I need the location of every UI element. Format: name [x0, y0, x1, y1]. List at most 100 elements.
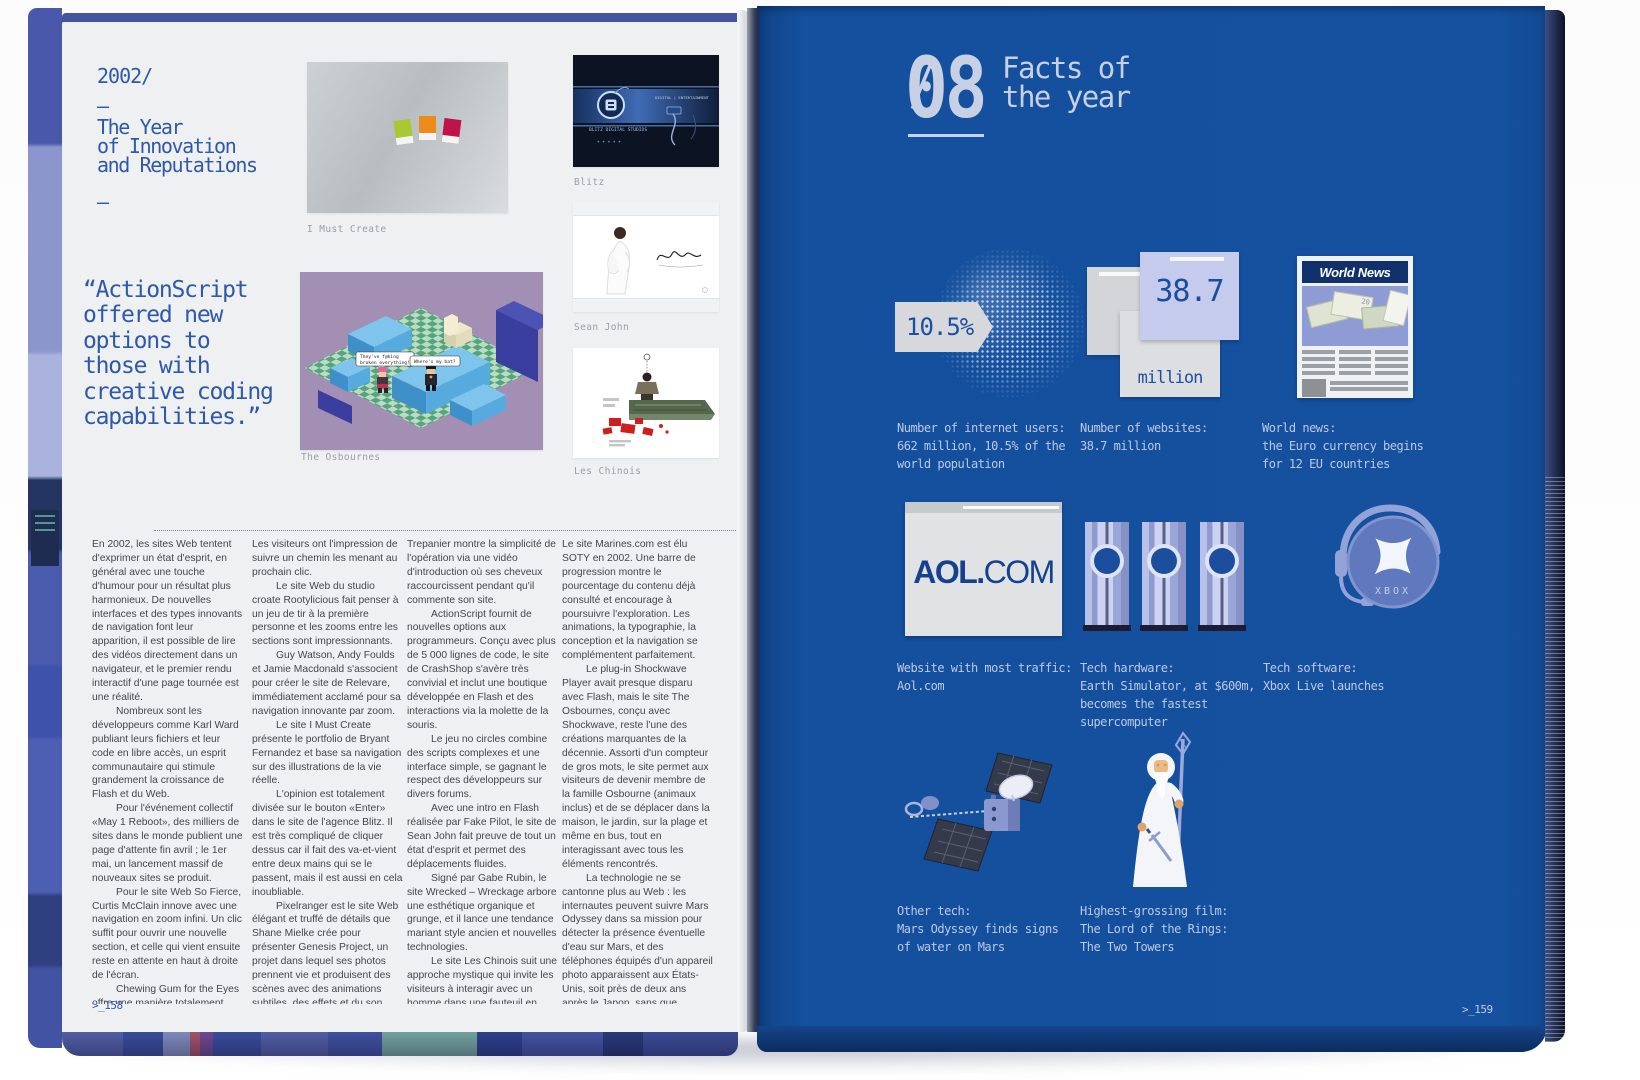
paragraph: Le site Les Chinois suit une approche my…	[407, 956, 557, 1004]
paragraph: Trepanier montre la simplicité de l'opér…	[407, 539, 556, 606]
white-robe	[1133, 781, 1187, 887]
headset-earcup	[1335, 550, 1347, 577]
text-column-3: Trepanier montre la simplicité de l'opér…	[407, 538, 558, 1004]
caption-websites: Number of websites: 38.7 million	[1080, 421, 1208, 453]
supercomputer-tower-icon	[1140, 522, 1188, 631]
sean-john-figure	[606, 227, 631, 295]
sword	[1145, 828, 1173, 862]
chapter-underline	[908, 134, 984, 137]
right-page: 08 Facts of the year 10.5% million 38.7 …	[757, 6, 1545, 1028]
beard	[1153, 772, 1169, 801]
caption-internet-users: Number of internet users: 662 million, 1…	[897, 421, 1066, 471]
svg-text:Where's my bat?: Where's my bat?	[414, 359, 456, 365]
blitz-stars: ✶ ✶ ✶ ✶ ✶	[597, 140, 621, 145]
screenshot-the-osbournes: They've f@king broken everything! Where'…	[300, 272, 556, 450]
caption-aol: Website with most traffic: Aol.com	[897, 661, 1072, 693]
newspaper-columns	[1302, 350, 1408, 378]
paragraph: Pour le site Web So Fierce, Curtis McCla…	[92, 886, 242, 982]
xbox-wordmark: XBOX	[1375, 586, 1411, 597]
svg-text:They've f@king: They've f@king	[360, 354, 399, 360]
chapter-title: Facts of the year	[1002, 51, 1131, 114]
caption-world-news: World news: the Euro currency begins for…	[1262, 421, 1424, 471]
paragraph: Pour l'événement collectif «May 1 Reboot…	[92, 803, 243, 884]
red-dragon-shapes	[602, 418, 669, 436]
paragraph: Les visiteurs ont l'impression de suivre…	[252, 539, 398, 578]
aol-logo: AOL.COM	[913, 554, 1055, 590]
hand	[1137, 822, 1147, 832]
caption-blitz: Blitz	[574, 177, 605, 188]
paragraph: L'opinion est totalement divisée sur le …	[252, 789, 403, 898]
euro-bills-photo: 20 20	[1302, 286, 1408, 346]
caption-les-chinois: Les Chinois	[574, 466, 642, 477]
sean-john-signature	[656, 251, 704, 268]
paragraph: En 2002, les sites Web tentent d'exprime…	[92, 539, 242, 703]
screenshot-les-chinois	[573, 348, 719, 458]
page-curl-highlight	[737, 10, 748, 1032]
paragraph: Pixelranger est le site Web élégant et t…	[252, 900, 399, 1004]
paragraph: Le jeu no circles combine des scripts co…	[407, 733, 548, 801]
blitz-logo-label: BLITZ DIGITAL STUDIOS	[589, 127, 647, 133]
text-column-2: Les visiteurs ont l'impression de suivre…	[252, 538, 403, 1004]
tiny-text-blocks	[603, 398, 631, 447]
satellite-dish	[998, 774, 1034, 800]
caption-i-must-create: I Must Create	[307, 224, 387, 235]
iso-wall	[496, 310, 538, 382]
pull-quote: “ActionScript offered new options to tho…	[83, 277, 274, 431]
money-pile	[629, 400, 715, 420]
solar-panel	[923, 818, 993, 872]
gandalf-icon	[1119, 729, 1203, 891]
caption-film: Highest-grossing film: The Lord of the R…	[1080, 904, 1228, 954]
left-page: 2002/ — The Year of Innovation and Reput…	[62, 22, 774, 1032]
page-number-left: >_158	[92, 999, 123, 1012]
pantone-chip-green	[393, 118, 414, 146]
xbox-live-icon: XBOX	[1327, 496, 1453, 630]
svg-text:broken everything!: broken everything!	[360, 360, 410, 366]
heading-dash-top: —	[97, 94, 109, 118]
screenshot-sean-john	[573, 202, 719, 312]
screenshot-blitz: BLITZ DIGITAL STUDIOS ✶ ✶ ✶ ✶ ✶ DIGITAL …	[573, 55, 719, 167]
pantone-chip-crimson	[441, 118, 462, 144]
hand	[1174, 799, 1184, 809]
face	[1154, 760, 1168, 773]
paragraph: Le site Web du studio croate Rootyliciou…	[252, 580, 399, 648]
mars-odyssey-satellite-icon	[902, 751, 1060, 883]
paragraph: La technologie ne se cantonne plus au We…	[562, 872, 713, 1004]
caption-sean-john: Sean John	[574, 322, 630, 333]
paragraph: Nombreux sont les développeurs comme Kar…	[92, 705, 239, 801]
speech-bubble-left: They've f@king broken everything!	[355, 351, 415, 367]
paragraph: Le site I Must Create présente le portfo…	[252, 719, 402, 787]
caption-other-tech: Other tech: Mars Odyssey finds signs of …	[897, 904, 1059, 954]
page-number-right: >_159	[1462, 1003, 1493, 1016]
aol-browser-window: AOL.COM	[905, 502, 1062, 636]
les-chinois-figure	[635, 372, 659, 400]
paragraph: Avec une intro en Flash réalisée par Fak…	[407, 803, 557, 870]
paragraph: ActionScript fournit de nouvelles option…	[407, 608, 556, 731]
caption-hardware: Tech hardware: Earth Simulator, at $600m…	[1080, 661, 1255, 729]
caption-software: Tech software: Xbox Live launches	[1263, 661, 1385, 693]
headset-mic-boom	[1339, 576, 1365, 604]
book-cover-spine-edge	[28, 8, 62, 1048]
internet-users-stat-tag: 10.5%	[895, 302, 993, 352]
headset-band	[1339, 504, 1441, 562]
browser-window-stat: 38.7	[1140, 252, 1239, 340]
blitz-tagline: DIGITAL | ENTERTAINMENT	[655, 95, 710, 100]
browser-title-bar	[905, 502, 1062, 513]
page-title: The Year of Innovation and Reputations	[97, 115, 258, 177]
speech-bubble-right: Where's my bat?	[409, 355, 461, 367]
pantone-chip-orange	[419, 116, 436, 140]
cover-bottom-edge	[757, 1026, 1547, 1052]
chapter-number: 08	[905, 39, 988, 137]
paragraph: Signé par Gabe Rubin, le site Wrecked – …	[407, 872, 557, 954]
gutter-shadow	[747, 8, 759, 1032]
column-top-rule	[154, 530, 774, 531]
supercomputer-tower-icon	[1198, 522, 1246, 631]
screenshot-i-must-create	[307, 62, 508, 213]
paragraph: Chewing Gum for the Eyes offre une maniè…	[92, 984, 240, 1004]
character-pink-hair	[377, 367, 388, 393]
heading-dash-bottom: —	[97, 190, 109, 214]
paragraph: Le plug-in Shockwave Player avait presqu…	[562, 664, 710, 870]
spine-label	[31, 510, 59, 566]
caption-the-osbournes: The Osbournes	[301, 452, 381, 463]
xbox-x-logo	[1374, 537, 1412, 575]
